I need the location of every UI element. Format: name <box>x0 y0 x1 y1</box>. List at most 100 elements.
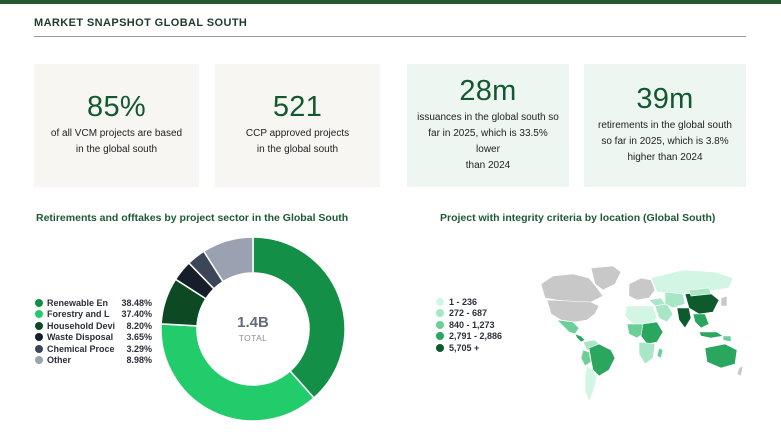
map-legend-swatch <box>436 309 444 318</box>
region-europe[interactable] <box>628 277 656 301</box>
legend-percent: 3.29% <box>126 343 152 354</box>
region-canada[interactable] <box>540 273 604 303</box>
map-legend-label: 272 - 687 <box>449 308 488 319</box>
stat-value: 39m <box>636 83 694 115</box>
donut-legend: Renewable En 38.48% Forestry and L 37.40% Ho… <box>35 297 152 366</box>
legend-item[interactable]: Forestry and L 37.40% <box>35 309 152 321</box>
legend-percent: 8.20% <box>126 320 152 331</box>
map-legend-swatch <box>436 332 444 341</box>
map-legend-item: 272 - 687 <box>436 308 502 320</box>
stat-description: of all VCM projects are based in the glo… <box>43 126 190 158</box>
region-papua-new-guinea[interactable] <box>722 335 732 343</box>
legend-swatch <box>35 344 43 353</box>
top-accent-bar <box>0 0 781 4</box>
legend-swatch <box>35 310 43 319</box>
region-central-america[interactable] <box>574 333 586 343</box>
region-southeast-asia[interactable] <box>692 313 710 329</box>
stat-desc-line: of all VCM projects are based <box>50 128 183 139</box>
legend-item[interactable]: Household Devi 8.20% <box>35 320 152 332</box>
region-southern-cone[interactable] <box>584 365 598 403</box>
legend-label: Forestry and L <box>47 309 110 320</box>
legend-label: Renewable En <box>47 297 109 308</box>
stat-desc-line: far in 2025, which is 33.5% lower <box>428 128 548 155</box>
region-brazil[interactable] <box>588 343 616 377</box>
legend-percent: 8.98% <box>126 355 152 366</box>
region-madagascar[interactable] <box>656 347 664 359</box>
stat-desc-line: retirements in the global south <box>598 120 732 131</box>
stat-description: retirements in the global south so far i… <box>590 118 740 166</box>
map-legend: 1 - 236 272 - 687 840 - 1,273 2,791 - 2,886… <box>436 296 502 354</box>
donut-total-value: 1.4B <box>237 313 269 331</box>
region-japan[interactable] <box>720 295 728 307</box>
map-legend-swatch <box>436 320 444 329</box>
region-new-zealand[interactable] <box>736 365 744 377</box>
legend-item[interactable]: Other 8.98% <box>35 355 152 367</box>
stat-desc-line: CCP approved projects <box>245 128 350 139</box>
stat-card-issuances: 28m issuances in the global south so far… <box>407 64 569 187</box>
map-title: Project with integrity criteria by locat… <box>440 212 716 224</box>
stat-value: 521 <box>272 91 323 123</box>
legend-item[interactable]: Chemical Proce 3.29% <box>35 343 152 355</box>
region-east-africa[interactable] <box>640 321 664 345</box>
stat-card-vcm-share: 85% of all VCM projects are based in the… <box>34 64 199 187</box>
legend-swatch <box>35 321 43 330</box>
map-legend-label: 5,705 + <box>449 342 480 353</box>
map-legend-label: 1 - 236 <box>449 296 478 307</box>
stat-description: issuances in the global south so far in … <box>407 110 569 174</box>
stat-desc-line: so far in 2025, which is 3.8% <box>601 136 729 147</box>
region-india[interactable] <box>676 307 692 329</box>
legend-percent: 38.48% <box>121 297 152 308</box>
region-mongolia[interactable] <box>688 287 712 297</box>
stat-desc-line: issuances in the global south so <box>417 112 559 123</box>
stat-value: 85% <box>87 91 146 123</box>
legend-label: Other <box>47 355 72 366</box>
map-legend-swatch <box>436 343 444 352</box>
donut-slice-renewable-energy[interactable] <box>252 236 346 399</box>
donut-chart: 1.4B TOTAL <box>160 236 346 422</box>
legend-label: Household Devi <box>47 320 116 331</box>
region-indonesia[interactable] <box>698 331 724 339</box>
header-divider <box>34 36 746 37</box>
legend-swatch <box>35 333 43 342</box>
legend-label: Waste Disposal <box>47 332 114 343</box>
region-usa[interactable] <box>546 299 600 323</box>
donut-total-label: TOTAL <box>238 333 268 344</box>
map-legend-item: 5,705 + <box>436 342 502 354</box>
stat-desc-line: in the global south <box>256 144 339 155</box>
stat-desc-line: higher than 2024 <box>627 152 703 163</box>
region-australia[interactable] <box>704 343 738 369</box>
page-title: MARKET SNAPSHOT GLOBAL SOUTH <box>34 17 248 29</box>
region-china[interactable] <box>684 291 720 315</box>
legend-swatch <box>35 298 43 307</box>
stat-card-ccp-projects: 521 CCP approved projects in the global … <box>215 64 380 187</box>
region-russia[interactable] <box>650 269 734 295</box>
stat-card-retirements: 39m retirements in the global south so f… <box>584 64 746 187</box>
region-north-africa[interactable] <box>624 305 658 325</box>
map-legend-label: 840 - 1,273 <box>449 319 495 330</box>
stat-description: CCP approved projects in the global sout… <box>238 126 357 158</box>
world-choropleth-map <box>540 265 744 403</box>
map-legend-label: 2,791 - 2,886 <box>449 331 503 342</box>
stat-desc-line: than 2024 <box>465 160 511 171</box>
region-central-asia[interactable] <box>664 291 686 309</box>
map-legend-swatch <box>436 297 444 306</box>
map-legend-item: 840 - 1,273 <box>436 319 502 331</box>
donut-chart-svg <box>160 236 346 422</box>
region-peru[interactable] <box>580 349 592 367</box>
legend-item[interactable]: Renewable En 38.48% <box>35 297 152 309</box>
donut-slice-other[interactable] <box>202 236 254 283</box>
donut-slice-forestry-and-land-use[interactable] <box>160 323 315 422</box>
donut-center: 1.4B TOTAL <box>160 236 346 422</box>
stat-value: 28m <box>459 75 517 107</box>
legend-swatch <box>35 356 43 365</box>
region-greenland[interactable] <box>590 265 622 291</box>
legend-percent: 3.65% <box>126 332 152 343</box>
donut-chart-title: Retirements and offtakes by project sect… <box>36 212 349 224</box>
legend-item[interactable]: Waste Disposal 3.65% <box>35 332 152 344</box>
stat-desc-line: in the global south <box>75 144 158 155</box>
legend-label: Chemical Proce <box>47 343 115 354</box>
map-legend-item: 2,791 - 2,886 <box>436 331 502 343</box>
legend-percent: 37.40% <box>121 309 152 320</box>
region-southern-africa[interactable] <box>638 341 656 365</box>
map-legend-item: 1 - 236 <box>436 296 502 308</box>
